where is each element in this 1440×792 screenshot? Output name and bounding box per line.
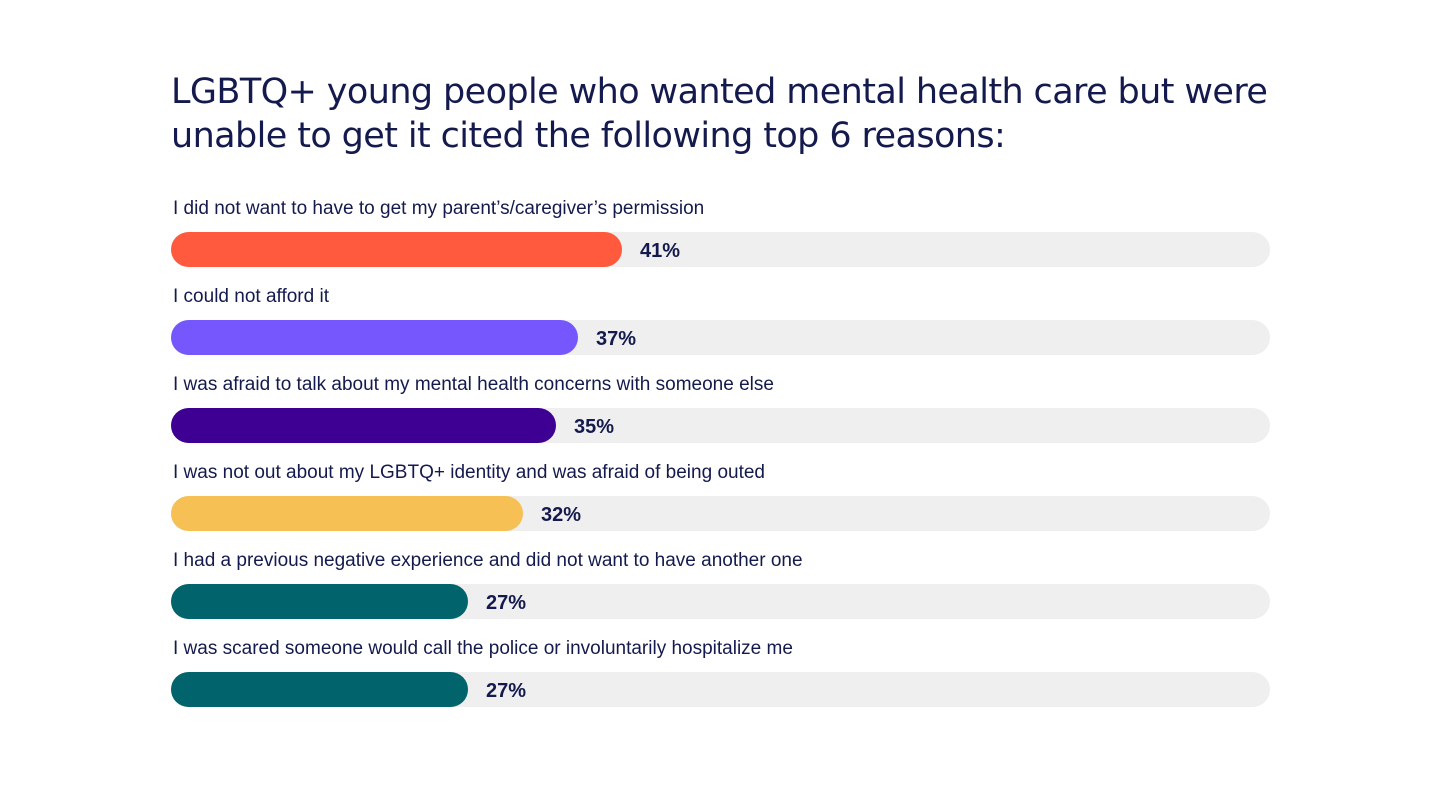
bar-track [171,496,1270,531]
bar-row: I could not afford it 37% [171,278,1270,366]
chart-title: LGBTQ+ young people who wanted mental he… [171,72,1268,156]
bar-track [171,232,1270,267]
bar [171,232,622,267]
bar-chart: I did not want to have to get my parent’… [171,190,1270,718]
bar-track [171,408,1270,443]
bar-value-label: 41% [640,240,681,262]
bar [171,408,556,443]
bar-category-label: I did not want to have to get my parent’… [173,198,705,219]
bar-category-label: I had a previous negative experience and… [173,550,803,571]
bar [171,672,468,707]
bar-row: I had a previous negative experience and… [171,542,1270,630]
bar-row: I was not out about my LGBTQ+ identity a… [171,454,1270,542]
bar-value-label: 27% [486,680,527,702]
bar-category-label: I was scared someone would call the poli… [173,638,793,659]
bar [171,584,468,619]
bar-category-label: I was afraid to talk about my mental hea… [173,374,774,395]
bar-row: I was scared someone would call the poli… [171,630,1270,718]
bar-value-label: 37% [596,328,637,350]
bar-value-label: 32% [541,504,582,526]
bar-row: I did not want to have to get my parent’… [171,190,1270,278]
bar-row: I was afraid to talk about my mental hea… [171,366,1270,454]
bar-track [171,672,1270,707]
bar-value-label: 27% [486,592,527,614]
bar [171,496,523,531]
bar-category-label: I was not out about my LGBTQ+ identity a… [173,462,765,483]
bar-track [171,584,1270,619]
bar-value-label: 35% [574,416,615,438]
bar-track [171,320,1270,355]
bar [171,320,578,355]
bar-category-label: I could not afford it [173,286,329,307]
